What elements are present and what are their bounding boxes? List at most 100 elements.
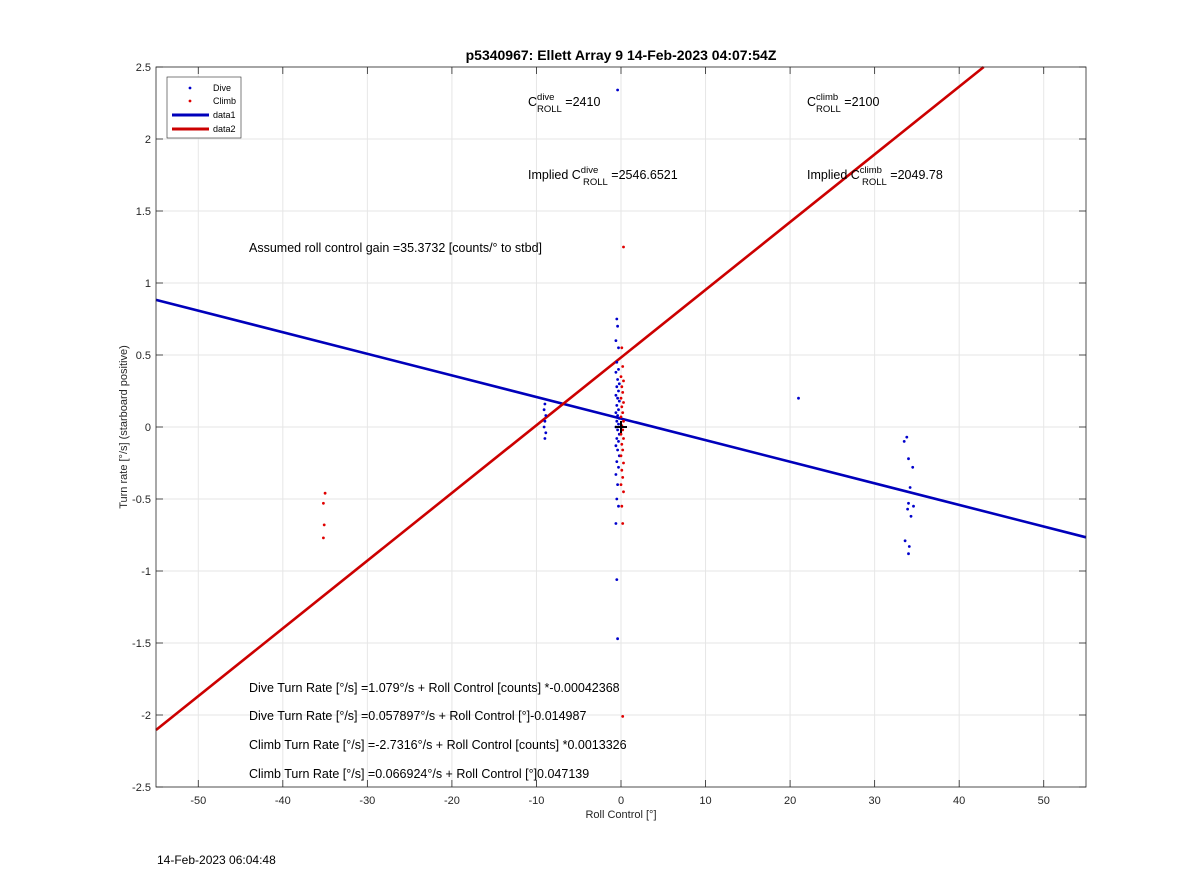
- c-climb-prefix: C: [807, 95, 816, 109]
- climb-point: [620, 385, 624, 389]
- dive-point: [617, 465, 620, 469]
- fit-equation-climb-counts: Climb Turn Rate [°/s] =-2.7316°/s + Roll…: [249, 738, 627, 752]
- y-tick-label: -0.5: [132, 494, 151, 506]
- dive-point: [616, 483, 619, 486]
- dive-point: [614, 411, 618, 414]
- fit-equation-dive-counts: Dive Turn Rate [°/s] =1.079°/s + Roll Co…: [249, 681, 620, 695]
- climb-point: [323, 491, 327, 495]
- climb-point: [619, 415, 623, 419]
- legend-label-data1: data1: [213, 110, 236, 120]
- dive-point: [617, 368, 620, 371]
- fit-line-data2: [155, 65, 985, 731]
- climb-point: [619, 375, 623, 378]
- dive-point: [617, 408, 620, 412]
- dive-point: [616, 88, 619, 92]
- climb-point: [322, 536, 325, 540]
- implied-climb-prefix: Implied C: [807, 168, 860, 182]
- annotations: Cdive ROLL =2410 Cclimb ROLL =2100 Implied…: [249, 92, 943, 781]
- implied-dive-sub: ROLL: [583, 177, 608, 188]
- x-axis-label: Roll Control [°]: [585, 809, 656, 821]
- dive-point: [907, 545, 911, 548]
- climb-point: [622, 490, 625, 494]
- y-tick-label: 2.5: [136, 62, 151, 74]
- climb-point: [620, 405, 624, 409]
- climb-point: [622, 461, 625, 465]
- climb-point: [322, 501, 325, 505]
- dive-point: [907, 501, 910, 505]
- dive-point: [615, 360, 619, 364]
- dive-point: [544, 431, 548, 435]
- c-dive-sub: ROLL: [537, 104, 562, 115]
- climb-point: [622, 401, 625, 404]
- axis-ticks: -50 -40 -30 -20 -10 0 10 20 30 40 50-2.5-2-1.5-1-0…: [132, 62, 1086, 807]
- climb-point: [621, 448, 625, 452]
- fit-equation-dive-degrees: Dive Turn Rate [°/s] =0.057897°/s + Roll…: [249, 709, 586, 723]
- climb-point: [621, 522, 625, 525]
- fit-line-data1: [155, 298, 1087, 539]
- dive-point: [616, 428, 619, 432]
- dive-point: [543, 419, 547, 423]
- dive-point: [797, 396, 800, 400]
- climb-point: [619, 454, 623, 458]
- dive-point: [615, 419, 619, 423]
- implied-dive-prefix: Implied C: [528, 168, 581, 182]
- dive-point: [616, 637, 619, 641]
- dive-point: [617, 399, 621, 403]
- dive-point: [614, 522, 618, 525]
- dive-point: [902, 440, 906, 443]
- c-climb-sup: climb: [816, 92, 838, 103]
- dive-point: [616, 396, 619, 400]
- y-tick-label: -2: [141, 710, 151, 722]
- legend-marker-climb: [188, 99, 192, 103]
- c-climb-sub: ROLL: [816, 104, 841, 115]
- dive-point: [617, 389, 620, 393]
- climb-point: [621, 365, 625, 368]
- y-tick-label: 1.5: [136, 206, 151, 218]
- climb-point: [322, 523, 326, 527]
- fit-lines: [155, 65, 1087, 731]
- implied-climb-sub: ROLL: [862, 177, 887, 188]
- dive-point: [911, 465, 915, 469]
- dive-point: [617, 346, 620, 350]
- implied-climb-annotation: Implied Cclimb ROLL =2049.78: [807, 165, 943, 188]
- c-dive-value: =2410: [562, 95, 601, 109]
- dive-point: [614, 444, 618, 448]
- x-tick-label: -50: [190, 795, 206, 807]
- y-tick-label: 0: [145, 422, 151, 434]
- c-dive-prefix: C: [528, 95, 537, 109]
- footer-timestamp: 14-Feb-2023 06:04:48: [157, 853, 276, 867]
- y-tick-label: 1: [145, 278, 151, 290]
- dive-point: [909, 514, 913, 518]
- climb-point: [620, 346, 624, 350]
- dive-point: [903, 539, 907, 543]
- dive-point: [615, 317, 619, 321]
- climb-point: [619, 396, 623, 400]
- roll-gain-annotation: Assumed roll control gain =35.3732 [coun…: [249, 241, 542, 255]
- dive-point: [905, 435, 909, 439]
- c-dive-roll-annotation: Cdive ROLL =2410: [528, 92, 600, 115]
- c-dive-sup: dive: [537, 92, 554, 103]
- climb-point: [619, 483, 623, 486]
- dive-point: [614, 393, 618, 397]
- legend-label-climb: Climb: [213, 96, 236, 106]
- implied-dive-sup: dive: [581, 165, 598, 176]
- dive-point: [615, 437, 619, 440]
- y-tick-label: -1: [141, 566, 151, 578]
- y-tick-label: -2.5: [132, 782, 151, 794]
- dive-point: [543, 437, 547, 440]
- dive-point: [542, 408, 546, 412]
- dive-point: [616, 378, 619, 381]
- climb-point: [622, 419, 625, 423]
- y-tick-label: 0.5: [136, 350, 151, 362]
- climb-point: [621, 476, 625, 479]
- implied-climb-value: =2049.78: [887, 168, 943, 182]
- dive-point: [614, 473, 618, 476]
- x-tick-label: 50: [1038, 795, 1050, 807]
- x-tick-label: 30: [869, 795, 881, 807]
- climb-point: [622, 245, 625, 249]
- x-tick-label: 20: [784, 795, 796, 807]
- climb-point: [621, 715, 625, 718]
- climb-point: [620, 504, 624, 508]
- dive-point: [615, 385, 619, 389]
